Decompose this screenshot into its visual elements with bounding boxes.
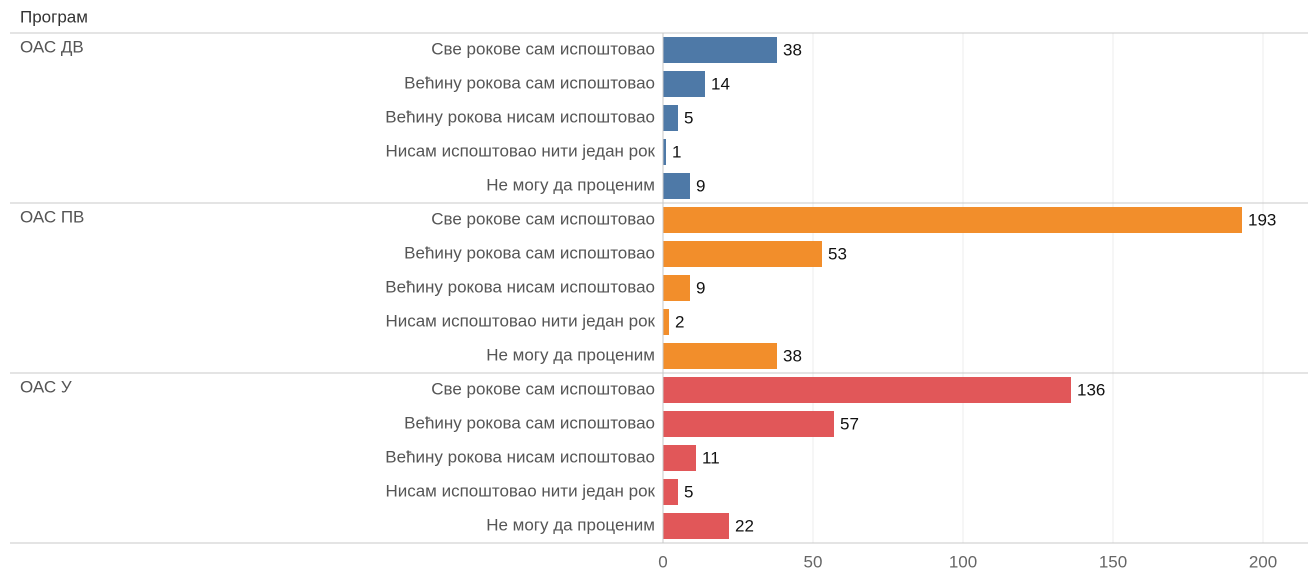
category-label: Већину рокова нисам испоштовао [385, 447, 655, 466]
x-tick-label: 150 [1099, 552, 1127, 571]
bar [663, 37, 777, 63]
value-label: 5 [684, 108, 693, 127]
x-tick-label: 100 [949, 552, 977, 571]
group-label: ОАС ДВ [20, 37, 84, 56]
category-label: Већину рокова сам испоштовао [404, 73, 655, 92]
row-header: Програм [20, 7, 88, 26]
bar [663, 275, 690, 301]
bar [663, 445, 696, 471]
x-tick-label: 50 [804, 552, 823, 571]
value-label: 5 [684, 482, 693, 501]
category-label: Не могу да проценим [486, 345, 655, 364]
category-label: Све рокове сам испоштовао [431, 209, 655, 228]
category-label: Нисам испоштовао нити један рок [385, 481, 655, 500]
bar [663, 377, 1071, 403]
bar [663, 479, 678, 505]
bar [663, 139, 666, 165]
bar [663, 105, 678, 131]
category-label: Нисам испоштовао нити један рок [385, 311, 655, 330]
bar [663, 241, 822, 267]
value-label: 9 [696, 176, 705, 195]
bar [663, 207, 1242, 233]
category-label: Све рокове сам испоштовао [431, 379, 655, 398]
value-label: 136 [1077, 380, 1105, 399]
bar [663, 173, 690, 199]
value-label: 193 [1248, 210, 1276, 229]
group-label: ОАС ПВ [20, 207, 84, 226]
category-label: Већину рокова нисам испоштовао [385, 107, 655, 126]
bar [663, 513, 729, 539]
value-label: 38 [783, 346, 802, 365]
category-label: Све рокове сам испоштовао [431, 39, 655, 58]
value-label: 1 [672, 142, 681, 161]
category-label: Не могу да проценим [486, 515, 655, 534]
value-label: 11 [702, 448, 720, 467]
x-tick-label: 0 [658, 552, 667, 571]
group-label: ОАС У [20, 377, 72, 396]
category-label: Већину рокова сам испоштовао [404, 243, 655, 262]
value-label: 22 [735, 516, 754, 535]
category-label: Не могу да проценим [486, 175, 655, 194]
value-label: 9 [696, 278, 705, 297]
value-label: 38 [783, 40, 802, 59]
bar [663, 343, 777, 369]
value-label: 57 [840, 414, 859, 433]
x-tick-label: 200 [1249, 552, 1277, 571]
bar [663, 71, 705, 97]
category-label: Већину рокова сам испоштовао [404, 413, 655, 432]
value-label: 2 [675, 312, 684, 331]
value-label: 53 [828, 244, 847, 263]
value-label: 14 [711, 74, 730, 93]
bar [663, 309, 669, 335]
category-label: Већину рокова нисам испоштовао [385, 277, 655, 296]
category-label: Нисам испоштовао нити један рок [385, 141, 655, 160]
bar [663, 411, 834, 437]
